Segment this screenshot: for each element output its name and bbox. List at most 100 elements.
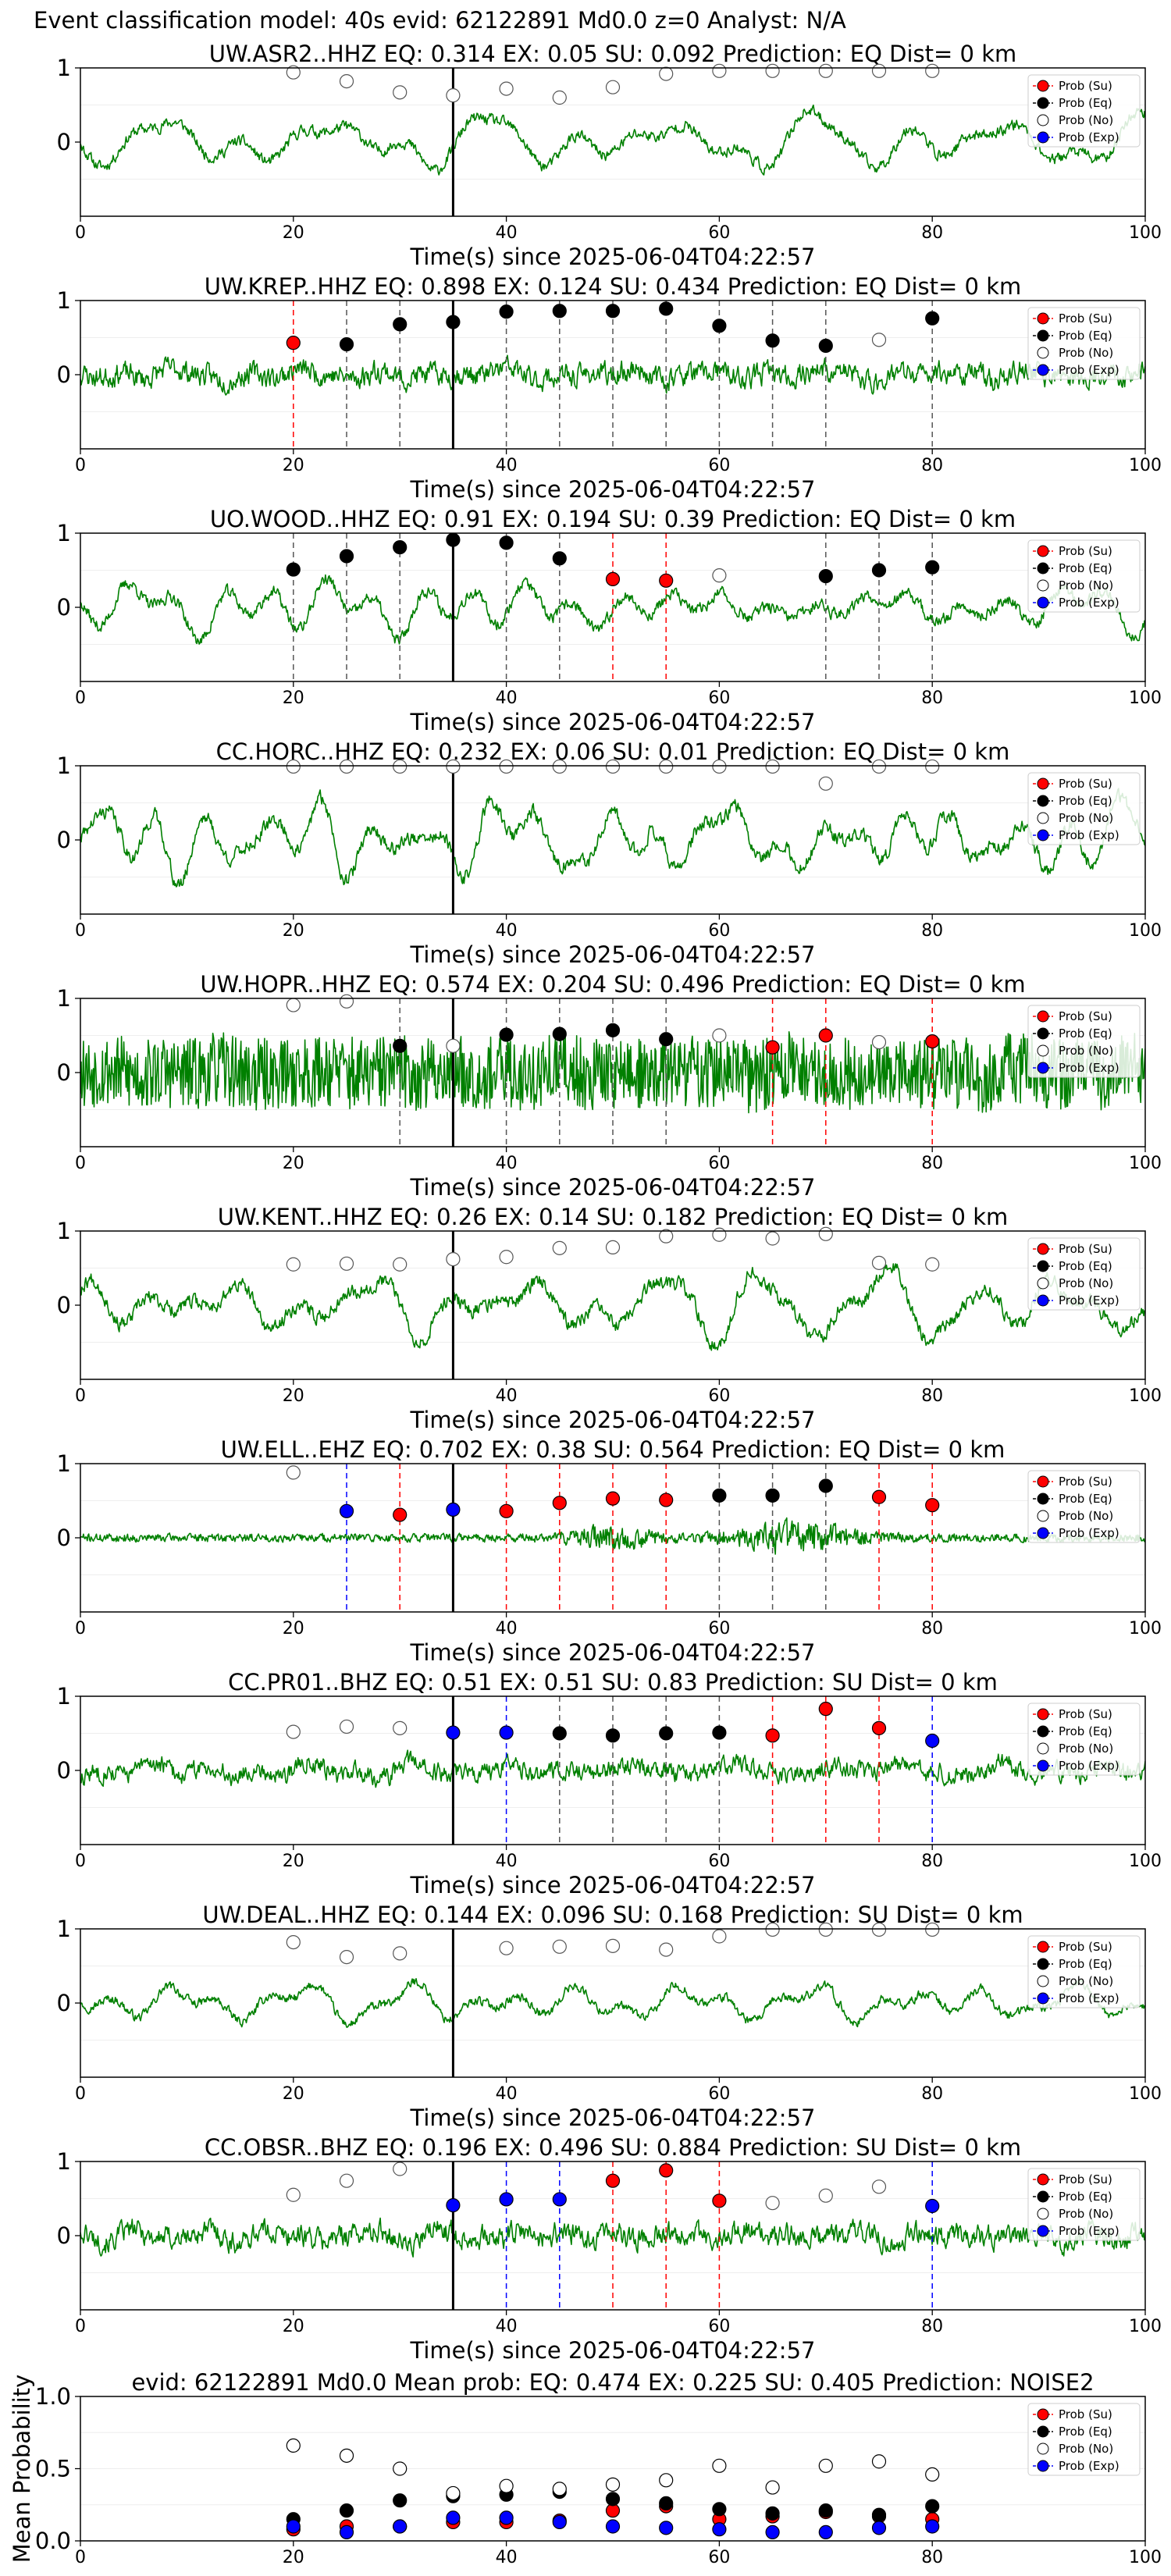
mean-prob-point: [552, 2482, 567, 2496]
prob-marker-eq: [499, 304, 514, 319]
prob-marker-eq: [659, 1032, 674, 1047]
y-tick-label: 0: [57, 2222, 71, 2249]
x-tick-label: 0: [75, 2084, 86, 2104]
x-tick-label: 60: [708, 688, 730, 708]
mean-prob-point: [871, 2507, 887, 2522]
legend-label: Prob (Eq): [1059, 2190, 1112, 2204]
prob-marker-eq: [765, 333, 780, 348]
legend-frame: [1027, 772, 1141, 845]
legend-marker: [1037, 1975, 1049, 1987]
legend: Prob (Su) Prob (Eq) Prob (No) Prob (Exp): [1027, 772, 1141, 845]
legend-label: Prob (No): [1059, 1509, 1113, 1523]
x-tick-label: 100: [1129, 2548, 1162, 2567]
prob-marker-no: [499, 81, 514, 96]
x-tick-label: 60: [708, 921, 730, 941]
panel-frame: [80, 765, 1146, 915]
x-tick-label: 20: [283, 2548, 304, 2567]
prob-marker-no: [605, 1240, 621, 1255]
prob-marker-no: [499, 1941, 514, 1955]
x-tick-label: 0: [75, 1852, 86, 1871]
legend-marker: [1037, 777, 1049, 790]
prob-marker-no: [605, 759, 621, 774]
legend-frame: [1027, 307, 1141, 380]
x-tick-label: 40: [496, 1852, 518, 1871]
prob-marker-eq: [446, 532, 461, 547]
prob-marker-eq: [605, 304, 621, 318]
legend-marker: [1037, 1958, 1049, 1970]
x-axis-label: Time(s) since 2025-06-04T04:22:57: [410, 2337, 816, 2364]
legend-frame: [1027, 1005, 1141, 1078]
x-tick-label: 60: [708, 1619, 730, 1638]
legend-marker: [1037, 1510, 1049, 1522]
prob-marker-eq: [339, 336, 354, 352]
x-tick-label: 40: [496, 1619, 518, 1638]
legend-marker: [1037, 2208, 1049, 2220]
x-tick-label: 40: [496, 2548, 518, 2567]
legend-marker: [1037, 596, 1049, 609]
legend-marker: [1037, 1475, 1049, 1488]
legend-label: Prob (Exp): [1059, 130, 1119, 144]
legend-marker: [1037, 1277, 1049, 1290]
panel-title: UW.KREP..HHZ EQ: 0.898 EX: 0.124 SU: 0.4…: [205, 273, 1022, 300]
panel-6: UW.KENT..HHZ EQ: 0.26 EX: 0.14 SU: 0.182…: [57, 1204, 1162, 1433]
prob-marker-no: [499, 759, 514, 774]
legend-label: Prob (Eq): [1059, 1026, 1112, 1041]
legend-marker: [1037, 1725, 1049, 1738]
legend: Prob (Su) Prob (Eq) Prob (No) Prob (Exp): [1027, 1005, 1141, 1078]
legend-marker: [1037, 1759, 1049, 1772]
y-tick-label: 0: [57, 1059, 71, 1086]
prob-marker-su: [605, 1491, 621, 1506]
x-tick-label: 40: [496, 223, 518, 243]
x-tick-label: 60: [708, 223, 730, 243]
legend-label: Prob (Su): [1059, 1707, 1112, 1721]
prob-marker-no: [925, 1922, 940, 1937]
prob-marker-no: [765, 759, 780, 774]
prob-marker-su: [393, 1507, 408, 1522]
x-tick-label: 0: [75, 921, 86, 941]
x-tick-label: 60: [708, 456, 730, 475]
y-tick-label: 0.5: [35, 2456, 71, 2482]
mean-prob-point: [286, 2519, 301, 2534]
legend-label: Prob (No): [1059, 346, 1113, 360]
x-tick-label: 20: [283, 921, 304, 941]
prob-marker-su: [925, 1034, 940, 1049]
legend-marker: [1037, 347, 1049, 359]
legend-label: Prob (No): [1059, 2442, 1113, 2456]
x-axis-label: Time(s) since 2025-06-04T04:22:57: [410, 476, 816, 503]
mean-prob-point: [712, 2502, 727, 2517]
prob-marker-no: [659, 66, 674, 81]
legend-frame: [1027, 2403, 1141, 2476]
mean-prob-point: [659, 2473, 674, 2488]
x-tick-label: 80: [921, 1154, 943, 1173]
x-tick-label: 80: [921, 1852, 943, 1871]
prob-marker-no: [393, 1946, 408, 1961]
legend-label: Prob (Su): [1059, 777, 1112, 791]
x-tick-label: 60: [708, 2317, 730, 2336]
legend-label: Prob (Eq): [1059, 96, 1112, 110]
prob-marker-su: [659, 573, 674, 588]
mean-prob-point: [659, 2496, 674, 2510]
legend-label: Prob (Eq): [1059, 794, 1112, 808]
legend: Prob (Su) Prob (Eq) Prob (No) Prob (Exp): [1027, 1703, 1141, 1776]
x-tick-label: 100: [1129, 688, 1162, 708]
mean-prob-point: [499, 2478, 514, 2493]
y-tick-label: 0: [57, 594, 71, 621]
prob-marker-no: [286, 1257, 301, 1272]
legend-marker: [1037, 795, 1049, 807]
legend-frame: [1027, 539, 1141, 613]
y-tick-label: 1: [57, 1916, 71, 1942]
prob-marker-no: [339, 1950, 354, 1965]
x-tick-label: 100: [1129, 1386, 1162, 1406]
prob-marker-no: [712, 1929, 727, 1944]
waveform-trace: [80, 1262, 1145, 1351]
prob-marker-su: [925, 1498, 940, 1513]
prob-marker-su: [765, 1728, 780, 1743]
legend-label: Prob (Exp): [1059, 1061, 1119, 1075]
x-tick-label: 100: [1129, 456, 1162, 475]
x-tick-label: 60: [708, 1386, 730, 1406]
prob-marker-no: [925, 1257, 940, 1272]
legend-marker: [1037, 114, 1049, 126]
legend-label: Prob (Eq): [1059, 1492, 1112, 1506]
x-tick-label: 0: [75, 1619, 86, 1638]
mean-prob-point: [818, 2503, 833, 2518]
